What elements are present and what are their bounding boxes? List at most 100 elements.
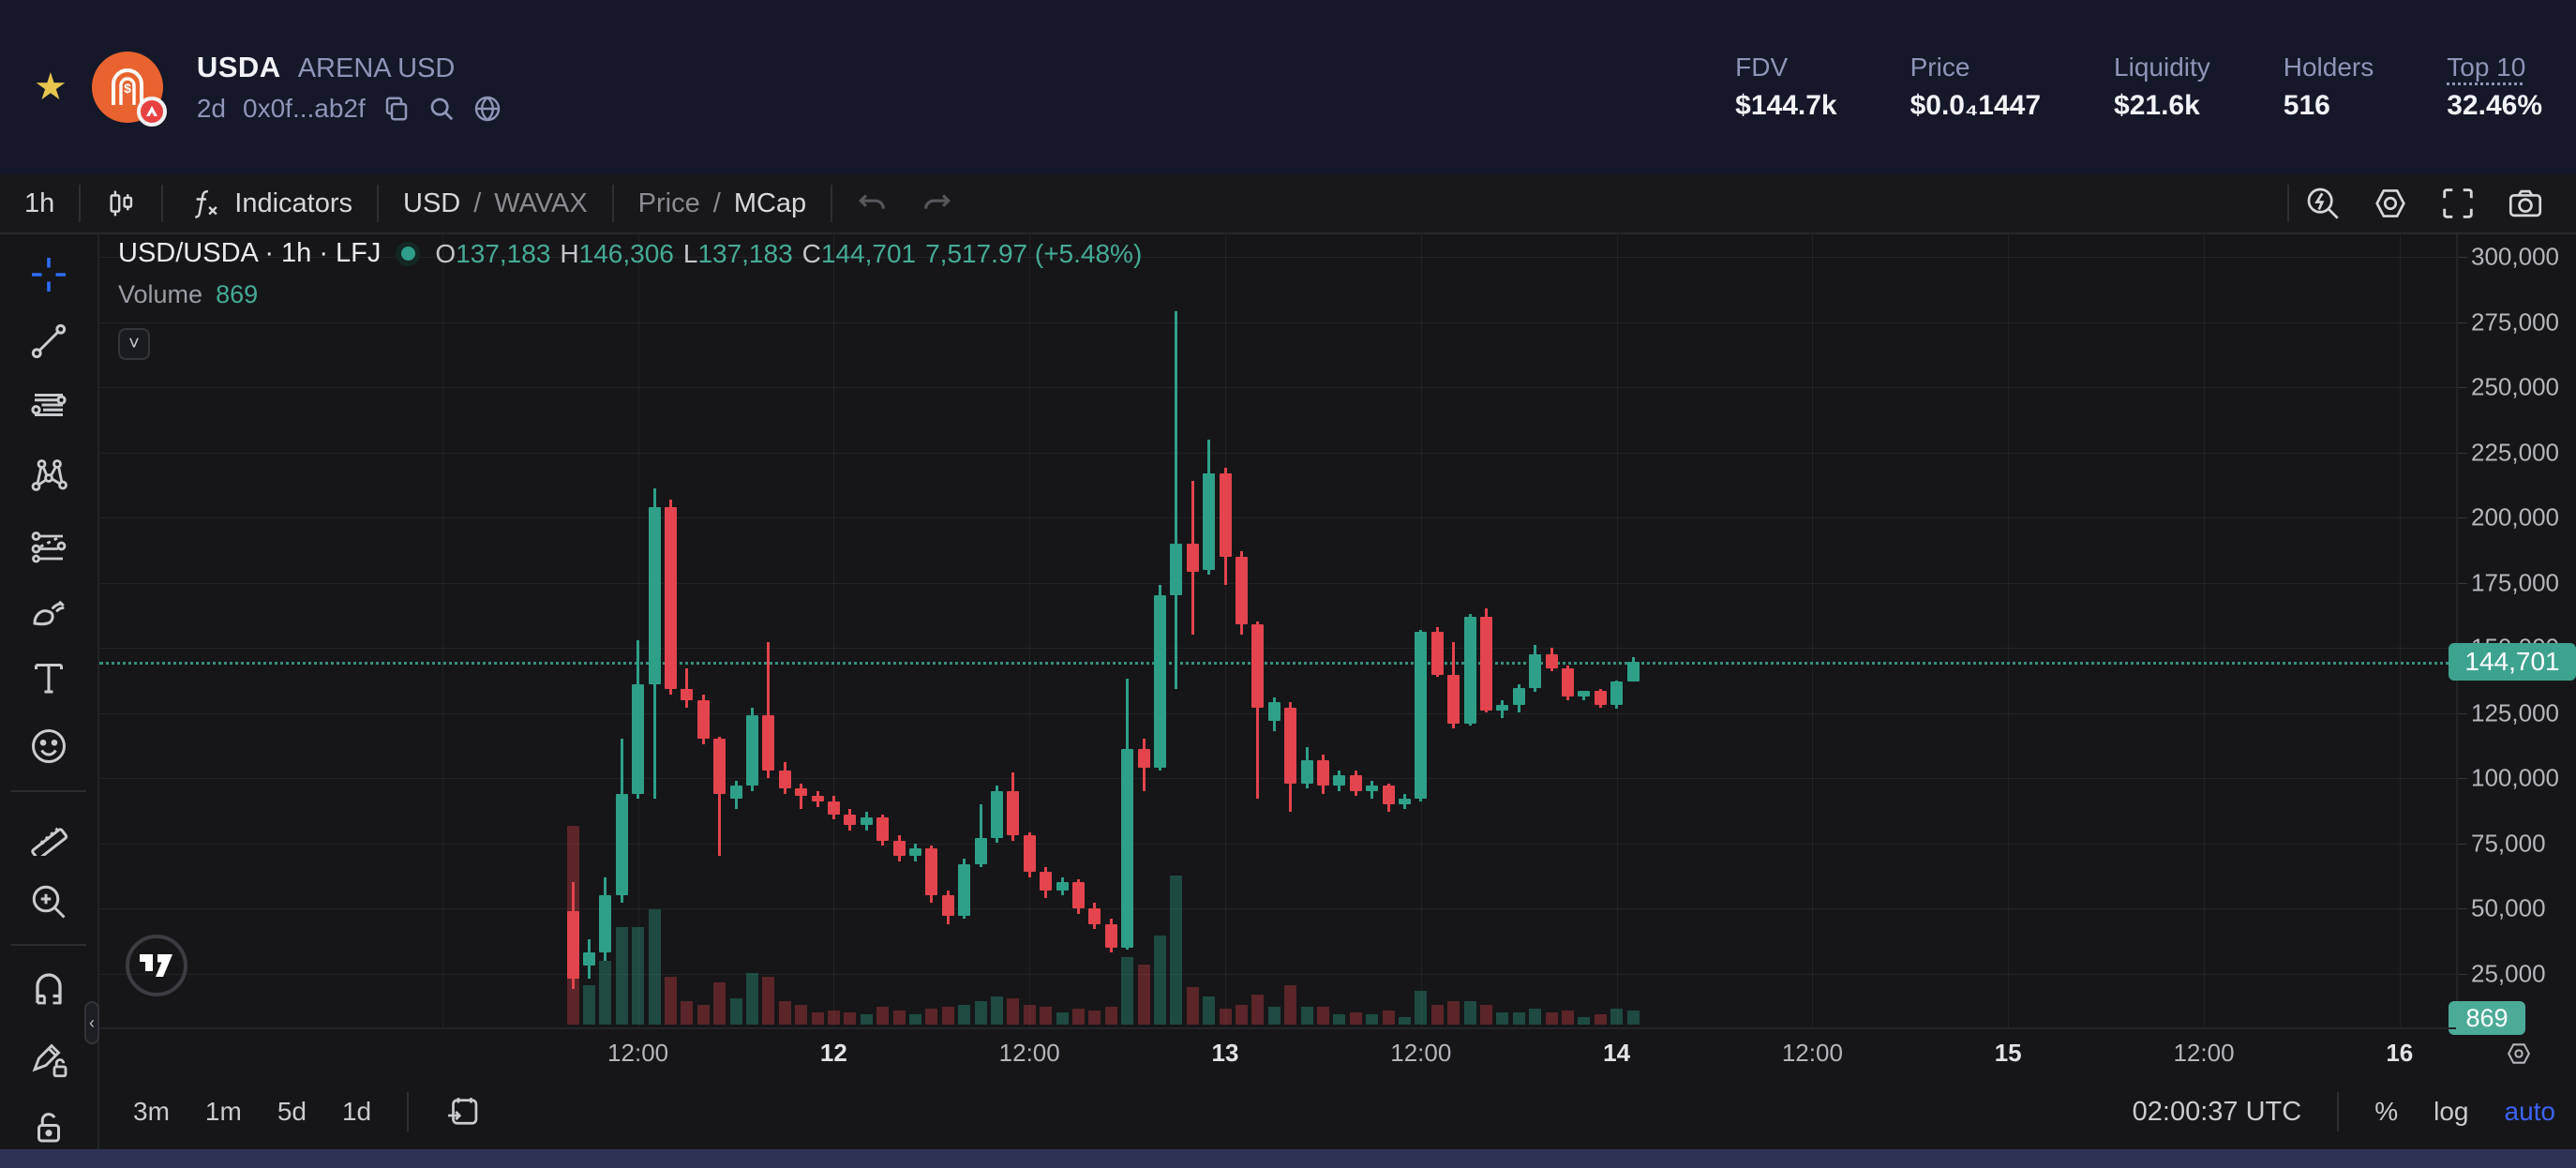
tool-ruler[interactable] xyxy=(26,814,71,859)
tool-trend-line[interactable] xyxy=(26,319,71,364)
candle xyxy=(1007,790,1020,836)
tool-brush[interactable] xyxy=(26,590,71,635)
time-tick-label: 12 xyxy=(819,1039,847,1067)
stat-label: FDV xyxy=(1735,52,1789,82)
svg-text:$: $ xyxy=(124,81,131,96)
denomination-toggle[interactable]: USD / WAVAX xyxy=(403,187,588,218)
range-button-5d[interactable]: 5d xyxy=(277,1097,307,1126)
status-dot-icon[interactable] xyxy=(396,241,421,266)
plot-area[interactable]: USD/USDA · 1h · LFJ O137,183 H146,306 L1… xyxy=(99,234,2456,1027)
tool-fib-retracement[interactable] xyxy=(26,385,71,430)
copy-address-icon[interactable] xyxy=(382,95,411,123)
candle xyxy=(1267,702,1281,721)
range-button-1m[interactable]: 1m xyxy=(204,1097,242,1126)
log-scale-toggle[interactable]: log xyxy=(2434,1097,2469,1126)
volume-label[interactable]: Volume xyxy=(118,280,203,308)
candle xyxy=(925,848,938,896)
bottom-toolbar: 3m 1m 5d 1d 02:00:37 UTC % log auto xyxy=(99,1074,2576,1149)
range-button-1d[interactable]: 1d xyxy=(341,1097,372,1126)
tradingview-watermark-icon[interactable] xyxy=(126,935,187,996)
token-address[interactable]: 0x0f...ab2f xyxy=(243,94,366,123)
interval-button[interactable]: 1h xyxy=(24,187,55,218)
volume-bar xyxy=(1153,935,1166,1025)
range-button-3m[interactable]: 3m xyxy=(133,1097,170,1126)
legend-collapse-button[interactable]: ˅ xyxy=(118,328,150,360)
search-icon[interactable] xyxy=(427,95,456,123)
utc-clock[interactable]: 02:00:37 UTC xyxy=(2132,1096,2302,1127)
toolbar-divider xyxy=(2287,185,2289,222)
candle xyxy=(1121,749,1134,948)
tool-drawing-lock[interactable] xyxy=(26,1036,71,1081)
axis-settings-gear-icon[interactable] xyxy=(2504,1039,2534,1069)
undo-button[interactable] xyxy=(832,174,913,232)
tool-emoji[interactable] xyxy=(26,724,71,769)
volume-bar xyxy=(1056,1012,1069,1025)
candle xyxy=(599,895,612,953)
candle xyxy=(941,895,954,917)
price-tick-label: 50,000 xyxy=(2471,893,2546,922)
tool-projection[interactable] xyxy=(26,522,71,567)
candle xyxy=(1316,759,1329,786)
candle xyxy=(811,796,824,801)
time-axis[interactable]: 12:00 12 12:00 13 12:00 14 12:00 15 12:00 16 xyxy=(99,1027,2456,1074)
fullscreen-icon[interactable] xyxy=(2424,185,2492,222)
legend-symbol[interactable]: USD/USDA · 1h · LFJ xyxy=(118,238,382,268)
h-gridline xyxy=(99,517,2456,518)
v-gridline xyxy=(833,234,835,1027)
volume-bar xyxy=(632,927,645,1025)
price-tick-label: 175,000 xyxy=(2471,568,2559,596)
candle xyxy=(762,715,775,771)
website-globe-icon[interactable] xyxy=(472,94,502,124)
volume-bar xyxy=(713,982,726,1025)
candle xyxy=(615,793,628,896)
candle-wick xyxy=(718,736,722,857)
volume-bar xyxy=(1479,1004,1492,1025)
volume-bar xyxy=(696,1004,710,1025)
v-gridline xyxy=(2204,234,2205,1027)
volume-bar xyxy=(1088,1011,1101,1025)
candle xyxy=(1529,653,1542,689)
tool-magnet[interactable] xyxy=(26,966,71,1011)
volume-bar xyxy=(582,984,595,1025)
chart-toolbar: 1h Indicators xyxy=(0,174,2576,234)
candle xyxy=(1382,786,1395,804)
settings-icon[interactable] xyxy=(2357,185,2424,222)
auto-scale-toggle[interactable]: auto xyxy=(2504,1097,2556,1126)
favorite-star-icon[interactable]: ★ xyxy=(34,67,67,108)
flash-search-icon[interactable] xyxy=(2289,185,2357,222)
tool-lock[interactable] xyxy=(26,1104,71,1149)
stat-value: 516 xyxy=(2283,90,2330,121)
volume-bar xyxy=(892,1011,906,1025)
tool-text[interactable] xyxy=(26,655,71,700)
volume-bar xyxy=(795,1004,808,1025)
price-axis[interactable]: 300,000 275,000 250,000 225,000 200,000 175,0… xyxy=(2449,234,2576,1035)
indicators-button[interactable]: Indicators xyxy=(163,174,377,232)
go-to-date-icon[interactable] xyxy=(444,1094,480,1130)
toolbar-divider xyxy=(161,185,164,222)
volume-bar xyxy=(844,1012,857,1025)
stat-label: Holders xyxy=(2283,52,2374,82)
candle xyxy=(1496,705,1509,711)
volume-bar xyxy=(1561,1011,1574,1025)
stat-value: $0.0₄1447 xyxy=(1910,90,2042,121)
h-gridline xyxy=(99,973,2456,975)
tool-crosshair-active[interactable] xyxy=(26,252,71,297)
time-tick-label: 12:00 xyxy=(1390,1039,1452,1067)
redo-button[interactable] xyxy=(913,174,977,232)
volume-value: 869 xyxy=(216,280,259,308)
v-gridline xyxy=(1616,234,1618,1027)
chart-type-button[interactable] xyxy=(81,174,161,232)
sidebar-collapse-handle[interactable]: ‹ xyxy=(84,1001,99,1044)
price-mcap-toggle[interactable]: Price / MCap xyxy=(637,187,807,218)
last-price-badge: 144,701 xyxy=(2449,642,2576,681)
tool-divider xyxy=(11,790,86,792)
tool-xabcd-pattern[interactable] xyxy=(26,453,71,498)
percent-scale-toggle[interactable]: % xyxy=(2374,1097,2399,1126)
tool-zoom-in[interactable] xyxy=(26,879,71,924)
screenshot-camera-icon[interactable] xyxy=(2492,185,2559,222)
stat-label[interactable]: Top 10 xyxy=(2447,52,2526,82)
volume-bar xyxy=(762,977,775,1025)
price-tick-mark xyxy=(2458,712,2467,714)
stat-label: Price xyxy=(1910,52,1970,82)
